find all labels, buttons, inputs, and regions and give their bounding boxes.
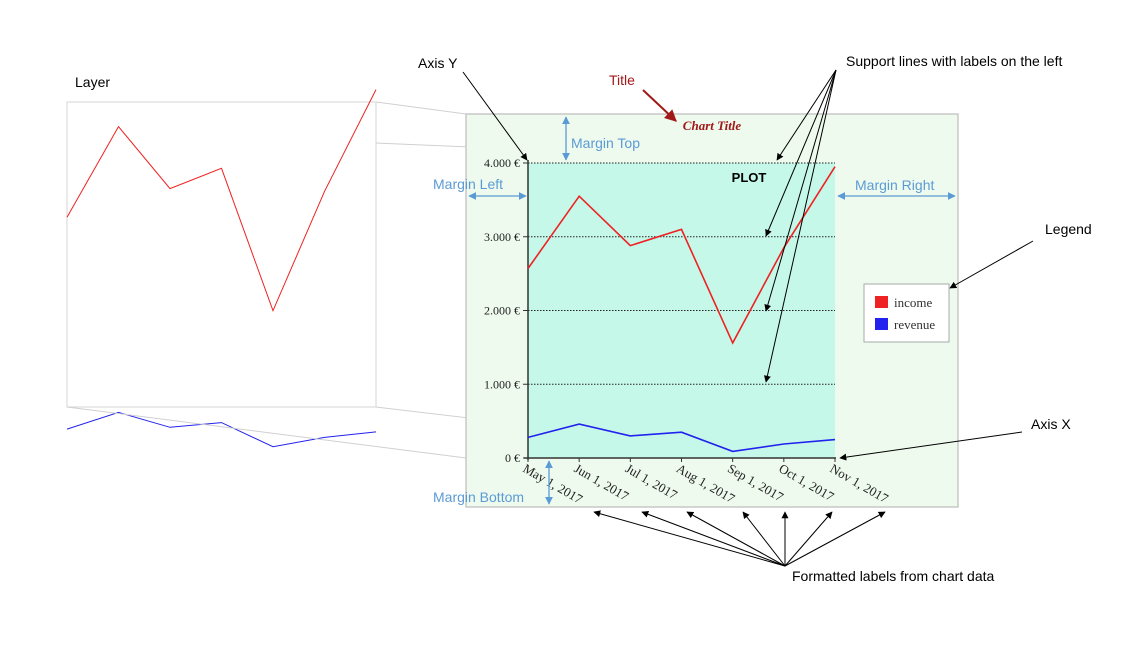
annotation-title: Title <box>609 72 635 88</box>
annotation-legend: Legend <box>1045 221 1092 237</box>
chart-title: Chart Title <box>683 118 742 133</box>
support-lines <box>528 162 835 385</box>
annotation-layer: Layer <box>75 74 110 90</box>
label-arrow-7 <box>784 511 886 567</box>
y-tick-label: 4.000 € <box>484 156 520 170</box>
support-arrow-3 <box>764 69 837 312</box>
layer-line-revenue <box>66 411 377 448</box>
annotation-margin-top: Margin Top <box>571 135 640 151</box>
layer-line-income <box>66 89 377 313</box>
margin-arrows <box>468 116 956 505</box>
support-arrow-2 <box>765 69 837 237</box>
legend-swatch-income <box>875 296 888 308</box>
annotation-formatted-labels: Formatted labels from chart data <box>792 568 995 584</box>
annotation-margin-left: Margin Left <box>433 176 503 192</box>
label-arrow-6 <box>784 511 833 567</box>
y-tick-labels: 0 € 1.000 € 2.000 € 3.000 € 4.000 € <box>484 156 528 465</box>
annotation-axis-y: Axis Y <box>418 55 458 71</box>
y-tick-label: 2.000 € <box>484 304 520 318</box>
title-arrow <box>642 89 677 122</box>
series-line-revenue <box>527 423 836 453</box>
legend-label-revenue: revenue <box>894 317 935 332</box>
axis-x-arrow <box>839 431 1023 461</box>
plot-label: PLOT <box>732 170 767 185</box>
series-line-income <box>527 166 836 345</box>
layer-series-lines <box>66 89 377 448</box>
y-tick-label: 0 € <box>505 451 520 465</box>
label-arrow-3 <box>686 511 786 567</box>
y-tick-label: 1.000 € <box>484 377 520 391</box>
axis-y-arrow <box>462 71 528 161</box>
support-arrow-4 <box>763 69 837 383</box>
annotation-arrows <box>462 69 1034 567</box>
label-arrow-2 <box>641 510 786 567</box>
legend: income revenue <box>863 283 950 343</box>
legend-arrow <box>949 240 1034 289</box>
label-arrow-4 <box>742 511 786 567</box>
support-arrow-1 <box>776 69 837 161</box>
annotation-axis-x: Axis X <box>1031 416 1071 432</box>
legend-swatch-revenue <box>875 318 888 330</box>
legend-box <box>863 283 950 343</box>
legend-label-income: income <box>894 295 932 310</box>
y-tick-label: 3.000 € <box>484 230 520 244</box>
annotation-margin-right: Margin Right <box>855 177 934 193</box>
annotation-margin-bottom: Margin Bottom <box>433 489 524 505</box>
annotation-support-lines: Support lines with labels on the left <box>846 53 1062 69</box>
chart-series-lines <box>527 166 836 453</box>
label-arrow-1 <box>593 510 786 567</box>
layer-panel <box>66 101 377 408</box>
